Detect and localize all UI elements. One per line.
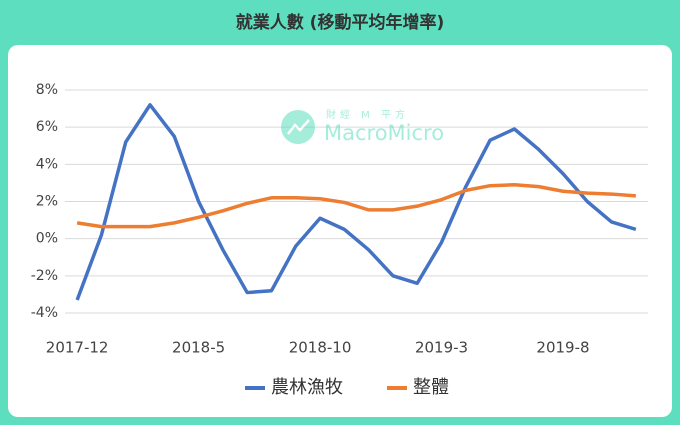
y-tick-label: 0% xyxy=(36,231,58,247)
watermark-brand: MacroMicro xyxy=(324,121,444,145)
line xyxy=(75,103,637,301)
x-tick-label: 2019-8 xyxy=(536,339,589,357)
line xyxy=(76,183,636,229)
watermark: 財經 M 平方 MacroMicro xyxy=(281,108,444,145)
y-tick-label: -4% xyxy=(31,305,58,321)
watermark-top: 財經 M 平方 xyxy=(326,108,409,121)
watermark-icon xyxy=(287,119,310,135)
x-tick-label: 2017-12 xyxy=(46,339,109,357)
panel xyxy=(8,45,672,417)
chart-title: 就業人數 (移動平均年增率) xyxy=(236,12,444,33)
y-tick-label: -2% xyxy=(31,268,58,284)
y-tick-label: 4% xyxy=(36,156,58,172)
x-tick-label: 2018-10 xyxy=(289,339,352,357)
y-tick-label: 2% xyxy=(36,194,58,210)
x-tick-label: 2019-3 xyxy=(415,339,468,357)
legend-label: 農林漁牧 xyxy=(271,377,343,398)
x-tick-label: 2018-5 xyxy=(172,339,225,357)
y-tick-label: 6% xyxy=(36,119,58,135)
y-tick-label: 8% xyxy=(36,82,58,98)
legend-label: 整體 xyxy=(413,377,449,398)
